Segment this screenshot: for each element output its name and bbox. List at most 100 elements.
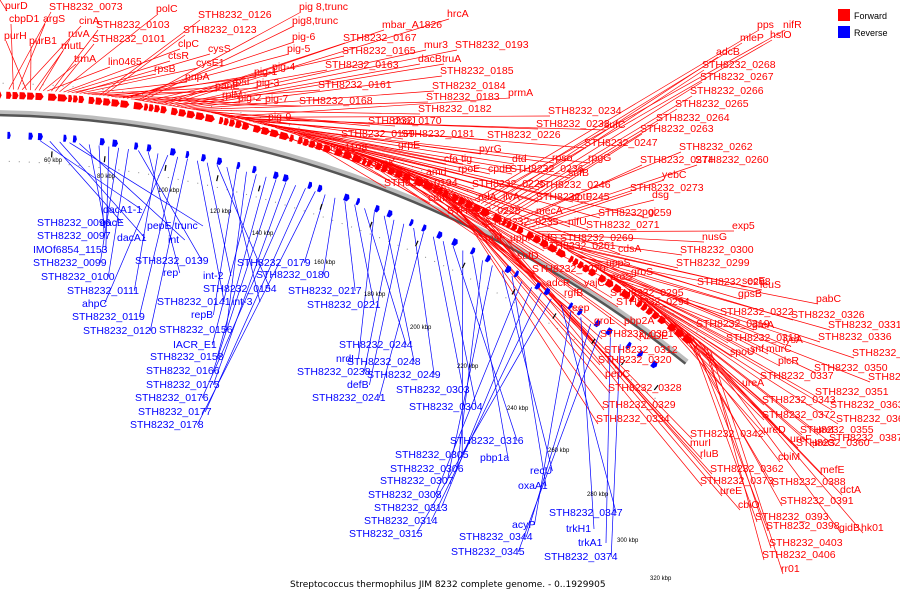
forward-gene-arrow bbox=[57, 94, 68, 102]
reverse-gene-label: trkH1 bbox=[566, 523, 591, 535]
forward-gene-label: amd bbox=[426, 166, 447, 178]
legend: Forward Reverse bbox=[838, 9, 888, 38]
reverse-gene-arrow bbox=[200, 154, 206, 162]
forward-leader-line bbox=[196, 101, 429, 110]
forward-gene-label: lin0465 bbox=[108, 56, 142, 68]
forward-gene-label: STH8232_0360 bbox=[796, 437, 870, 449]
forward-leader-line bbox=[458, 193, 713, 475]
forward-gene-label: STH8232_0328 bbox=[608, 382, 682, 394]
forward-leader-line bbox=[8, 11, 52, 90]
reverse-gene-label: qacE bbox=[100, 217, 124, 229]
forward-leader-line bbox=[173, 49, 427, 106]
reverse-gene-label: STH8232_0179 bbox=[237, 257, 311, 269]
forward-gene-label: proS bbox=[610, 271, 632, 283]
kbp-tick-label: 60 kbp bbox=[44, 158, 63, 164]
forward-leader-line bbox=[678, 324, 775, 488]
forward-gene-label: STH8232_0361 bbox=[836, 413, 900, 425]
forward-gene-label: sufD bbox=[517, 250, 539, 262]
forward-gene-label: STH8232_0398 bbox=[766, 520, 840, 532]
forward-gene-label: purH bbox=[4, 30, 27, 42]
forward-gene-arrow bbox=[635, 299, 643, 308]
forward-leader-line bbox=[177, 49, 458, 107]
forward-gene-label: STH8232_0101 bbox=[92, 33, 166, 45]
forward-gene-label: STH8232_0260 bbox=[695, 154, 769, 166]
reverse-gene-label: recU bbox=[530, 465, 552, 477]
figure-caption: Streptococcus thermophilus JIM 8232 comp… bbox=[290, 580, 606, 590]
forward-gene-arrow bbox=[532, 234, 541, 244]
forward-gene-arrow bbox=[491, 213, 503, 223]
forward-gene-label: mefE bbox=[820, 464, 845, 476]
forward-gene-arrow bbox=[308, 140, 316, 149]
forward-gene-label: STH8232_0184 bbox=[432, 80, 506, 92]
forward-gene-label: uppP bbox=[510, 232, 535, 244]
reverse-leader-line bbox=[88, 144, 105, 224]
forward-gene-label: murI bbox=[690, 437, 711, 449]
forward-gene-label: cinA bbox=[79, 15, 99, 27]
forward-gene-arrow bbox=[297, 136, 303, 145]
forward-gene-arrow bbox=[322, 144, 331, 153]
forward-gene-arrow bbox=[361, 157, 367, 166]
forward-gene-label: mbar_A1826 bbox=[382, 19, 442, 31]
forward-gene-label: optF bbox=[571, 191, 592, 203]
forward-gene-label: leuS bbox=[760, 279, 781, 291]
forward-gene-arrow bbox=[278, 131, 290, 141]
kbp-tick-mark bbox=[257, 185, 261, 192]
forward-gene-label: sufB bbox=[568, 167, 589, 179]
forward-leader-line bbox=[621, 283, 871, 383]
reverse-leader-line bbox=[383, 215, 415, 363]
reverse-gene-label: STH8232_0099 bbox=[33, 257, 107, 269]
forward-leader-line bbox=[192, 90, 435, 110]
reverse-gene-label: STH8232_0344 bbox=[459, 531, 533, 543]
forward-gene-arrow bbox=[35, 92, 44, 101]
forward-gene-label: STH8232_0295 bbox=[610, 287, 684, 299]
forward-gene-label: STH8232_0269 bbox=[560, 232, 634, 244]
forward-leader-line bbox=[382, 161, 549, 289]
forward-gene-label: pig-7 bbox=[265, 93, 289, 105]
forward-gene-label: purB1 bbox=[29, 35, 57, 47]
reverse-gene-arrow bbox=[636, 350, 644, 358]
reverse-gene-label: STH8232_0176 bbox=[135, 392, 209, 404]
reverse-leader-line bbox=[99, 147, 120, 264]
forward-gene-arrow bbox=[582, 264, 590, 273]
forward-gene-label: pnpA bbox=[185, 71, 210, 83]
forward-gene-label: pig-5 bbox=[287, 43, 311, 55]
reverse-gene-label: STH8232_0178 bbox=[130, 419, 204, 431]
forward-gene-arrow bbox=[464, 200, 473, 209]
forward-leader-line bbox=[635, 293, 833, 411]
forward-leader-line bbox=[437, 183, 611, 394]
forward-leader-line bbox=[477, 29, 786, 203]
forward-gene-label: STH8232_0403 bbox=[769, 537, 843, 549]
reverse-gene-arrow bbox=[236, 161, 241, 170]
kbp-tick-label: 160 kbp bbox=[314, 260, 336, 266]
forward-gene-label: STH8232_0393 bbox=[755, 511, 829, 523]
forward-gene-label: STH8232_0294 bbox=[616, 296, 690, 308]
legend-reverse-swatch bbox=[838, 26, 850, 38]
kbp-tick-mark bbox=[653, 384, 659, 391]
forward-leader-line bbox=[241, 118, 607, 131]
forward-gene-arrow bbox=[241, 122, 250, 131]
forward-leader-line bbox=[703, 344, 772, 549]
forward-leader-line bbox=[488, 56, 719, 208]
legend-forward-swatch bbox=[838, 9, 850, 21]
forward-gene-label: STH8232_0228 bbox=[447, 205, 521, 217]
forward-gene-label: ureD bbox=[763, 424, 786, 436]
reverse-gene-label: STH8232_0097 bbox=[37, 230, 111, 242]
forward-gene-label: pig-6 bbox=[292, 31, 316, 43]
reverse-gene-arrow bbox=[169, 148, 176, 156]
reverse-gene-label: STH8232_0345 bbox=[451, 546, 525, 558]
forward-gene-arrow bbox=[269, 129, 279, 138]
reverse-leader-line bbox=[39, 140, 143, 211]
forward-leader-line bbox=[263, 124, 515, 165]
forward-gene-label: STH8232_0406 bbox=[762, 549, 836, 561]
forward-gene-label: pps bbox=[757, 19, 774, 31]
reverse-gene-arrow bbox=[146, 144, 152, 152]
forward-leader-line bbox=[473, 29, 760, 201]
kbp-tick-label: 260 kbp bbox=[548, 448, 570, 454]
forward-gene-arrow bbox=[333, 148, 343, 157]
reverse-gene-arrow bbox=[63, 134, 67, 142]
forward-gene-label: STH8232_0235 bbox=[485, 216, 559, 228]
forward-leader-line bbox=[154, 89, 321, 103]
forward-gene-arrow bbox=[620, 289, 630, 299]
reverse-gene-label: STH8232_0303 bbox=[396, 384, 470, 396]
forward-leader-line bbox=[538, 233, 705, 243]
